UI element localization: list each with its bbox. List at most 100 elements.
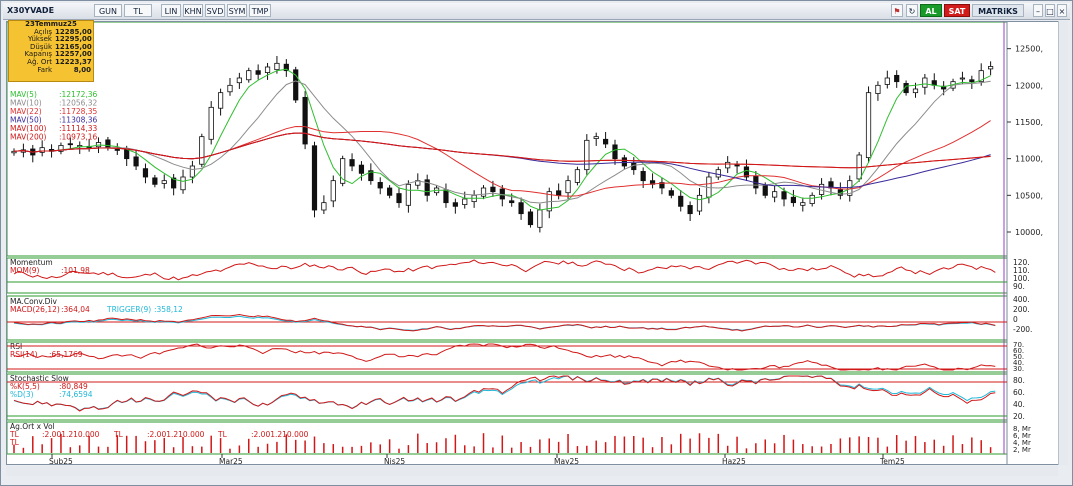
candle-body xyxy=(725,161,731,169)
candle-body xyxy=(743,166,750,178)
vol-label-4: TL xyxy=(9,438,20,447)
candle-body xyxy=(687,205,693,215)
macd-line xyxy=(13,313,996,332)
panel-frame-0 xyxy=(6,21,1008,257)
rsi-line xyxy=(13,343,996,371)
vol-tick: 2, Mr xyxy=(1013,446,1031,454)
change-value: 8,00 xyxy=(73,65,91,74)
candle-body xyxy=(959,77,966,80)
candle-body xyxy=(462,198,468,205)
momentum-tick: 110. xyxy=(1013,266,1030,275)
buy-button[interactable]: AL xyxy=(920,4,942,17)
momentum-title: Momentum xyxy=(10,258,53,267)
rsi-tick: 70. xyxy=(1013,341,1024,349)
candle-body xyxy=(114,149,120,151)
maximize-icon[interactable]: □ xyxy=(1045,4,1055,17)
candle-body xyxy=(490,186,496,193)
stoch-d-value: :74,6594 xyxy=(59,390,93,399)
candle-body xyxy=(199,136,205,165)
macd-tick: 200. xyxy=(1013,305,1030,314)
avg-value: 12223,37 xyxy=(55,57,92,66)
pin-icon[interactable]: ⚑ xyxy=(891,4,903,17)
rsi-tick: 60. xyxy=(1013,347,1024,355)
x-tick-label: Mar25 xyxy=(219,457,243,464)
candle-body xyxy=(603,138,609,145)
panel-frame-2 xyxy=(6,295,1008,341)
candle-body xyxy=(133,156,139,167)
mav-value-0: :12172,36 xyxy=(59,90,98,99)
candle-body xyxy=(124,149,130,160)
stoch-tick: 80. xyxy=(1013,376,1025,385)
trigger-line xyxy=(13,315,996,331)
candle-body xyxy=(593,136,599,139)
candle-body xyxy=(180,176,186,191)
chart-svg[interactable]: 12500, 12000, 11500, 11000, 10500, 10000, MAV(… xyxy=(6,21,1064,466)
ma-line-1 xyxy=(13,80,991,204)
vol-title: Ag.Ort x Vol xyxy=(10,422,55,431)
open-label: Açılış xyxy=(34,27,52,36)
x-tick-label: Haz25 xyxy=(722,457,746,464)
chart-area[interactable]: 12500, 12000, 11500, 11000, 10500, 10000, MAV(… xyxy=(6,21,1065,466)
candle-body xyxy=(800,202,806,206)
vertical-scrollbar[interactable] xyxy=(1058,21,1068,465)
mav-value-4: :11114,33 xyxy=(59,124,98,133)
mav-value-5: :10973,16 xyxy=(59,133,98,142)
vol-tick: 4, Mr xyxy=(1013,439,1031,447)
macd-tick: 0 xyxy=(1013,315,1018,324)
momentum-label: MOM(9) xyxy=(10,266,40,275)
trigger-value: :358,12 xyxy=(154,305,183,314)
lin-button[interactable]: LIN xyxy=(161,4,181,17)
candle-body xyxy=(518,202,524,215)
candle-body xyxy=(565,180,571,194)
stoch-d-label: %D(3) xyxy=(10,390,34,399)
ohlc-infobox: 23Temmuz25 Açılış 12285,00 Yüksek 12295,00… xyxy=(8,20,94,82)
momentum-line xyxy=(13,259,996,281)
change-label: Fark xyxy=(37,65,52,74)
minimize-icon[interactable]: – xyxy=(1033,4,1043,17)
currency-button[interactable]: TL xyxy=(124,4,152,17)
refresh-icon[interactable]: ↻ xyxy=(906,4,918,17)
close-label: Kapanış xyxy=(24,50,52,59)
candle-body xyxy=(264,66,271,73)
tmp-button[interactable]: TMP xyxy=(249,4,271,17)
candle-body xyxy=(903,83,909,94)
price-tick-label: 11000, xyxy=(1015,155,1043,164)
svd-button[interactable]: SVD xyxy=(205,4,225,17)
candle-body xyxy=(302,96,308,145)
stoch-k-label: %K(5,5) xyxy=(10,382,40,391)
candle-body xyxy=(387,187,393,196)
candle-body xyxy=(640,171,646,182)
vol-value-1: :2.001.210.000 xyxy=(42,430,100,439)
stoch-d-line xyxy=(13,375,996,411)
candle-body xyxy=(790,196,797,204)
sym-button[interactable]: SYM xyxy=(227,4,247,17)
close-value: 12257,00 xyxy=(55,50,92,59)
momentum-tick: 120. xyxy=(1013,258,1030,267)
candle-body xyxy=(311,145,318,211)
mav-label-3: MAV(50) xyxy=(10,116,42,125)
rsi-tick: 40. xyxy=(1013,359,1024,367)
vol-label-2: TL xyxy=(113,430,124,439)
price-tick-label: 11500, xyxy=(1015,118,1043,127)
period-button[interactable]: GUN xyxy=(94,4,122,17)
candle-body xyxy=(171,177,177,189)
macd-label: MACD(26,12) xyxy=(10,305,60,314)
candle-body xyxy=(405,183,412,206)
panel-frame-4 xyxy=(6,373,1008,421)
horizontal-scrollbar[interactable] xyxy=(6,466,1058,476)
candle-body xyxy=(443,189,449,204)
candle-body xyxy=(574,169,581,183)
candle-body xyxy=(39,147,45,153)
candle-body xyxy=(612,144,618,160)
candle-body xyxy=(912,88,919,94)
symbol-label[interactable]: X30YVADE xyxy=(7,6,55,15)
candle-body xyxy=(856,154,862,180)
candle-body xyxy=(978,70,984,83)
sell-button[interactable]: SAT xyxy=(944,4,970,17)
candle-body xyxy=(246,70,252,81)
vol-tick: 8, Mr xyxy=(1013,425,1031,433)
avg-label: Ağ. Ort xyxy=(27,57,52,66)
khn-button[interactable]: KHN xyxy=(183,4,203,17)
matriks-button[interactable]: MATRiKS xyxy=(972,4,1024,17)
close-icon[interactable]: × xyxy=(1057,4,1067,17)
